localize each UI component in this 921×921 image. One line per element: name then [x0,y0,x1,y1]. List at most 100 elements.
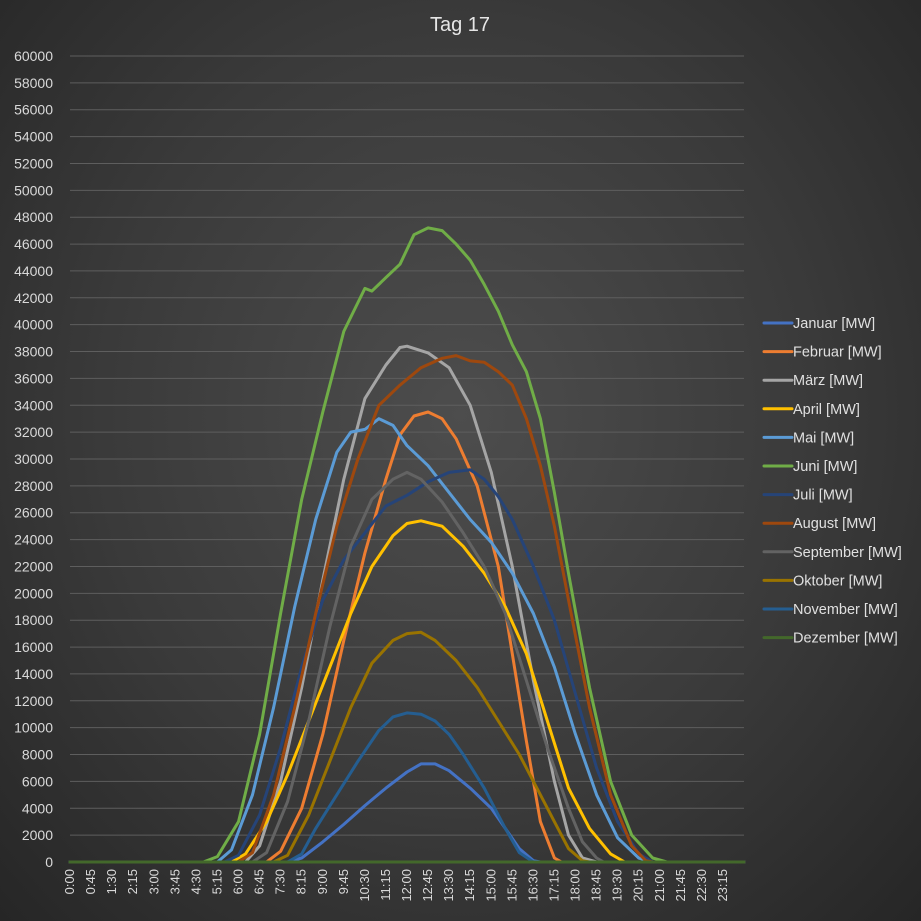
y-tick-label: 20000 [14,585,53,601]
legend-item: Juni [MW] [762,459,857,475]
legend-label: Februar [MW] [793,345,882,361]
legend-item: Februar [MW] [762,345,882,361]
x-tick-label: 6:45 [252,869,267,894]
x-tick-label: 1:30 [104,869,119,894]
y-tick-label: 58000 [14,75,53,91]
legend-label: November [MW] [793,602,898,618]
x-tick-label: 6:00 [231,869,246,894]
x-tick-label: 2:15 [125,869,140,894]
x-tick-label: 0:45 [83,869,98,894]
y-tick-label: 18000 [14,612,53,628]
y-tick-label: 14000 [14,666,53,682]
y-axis: 0 2000 4000 6000 8000 10000 12000 14000 16000 180… [14,48,53,870]
x-tick-label: 18:45 [589,869,604,902]
series-line-10 [68,630,746,864]
y-tick-label: 52000 [14,155,53,171]
series-line-7 [68,468,746,864]
y-tick-label: 22000 [14,558,53,574]
y-tick-label: 32000 [14,424,53,440]
y-tick-label: 54000 [14,129,53,145]
legend-label: September [MW] [793,545,902,561]
legend-item: November [MW] [762,602,898,618]
y-tick-label: 8000 [22,747,53,763]
x-tick-label: 21:45 [673,869,688,902]
x-tick-label: 22:30 [694,869,709,902]
x-tick-label: 17:15 [546,869,561,902]
y-tick-label: 28000 [14,478,53,494]
legend-item: August [MW] [762,516,876,532]
x-tick-label: 15:00 [483,869,498,902]
y-tick-label: 46000 [14,236,53,252]
legend-item: Januar [MW] [762,316,875,332]
x-tick-label: 20:15 [631,869,646,902]
x-tick-label: 23:15 [715,869,730,902]
x-tick-label: 14:15 [462,869,477,902]
legend: Januar [MW] Februar [MW] März [MW] April [M… [762,316,902,647]
series-line-11 [68,711,746,864]
y-tick-label: 10000 [14,720,53,736]
x-tick-label: 11:15 [378,869,393,901]
series-line-6 [68,226,746,864]
y-tick-label: 42000 [14,290,53,306]
y-tick-label: 50000 [14,182,53,198]
legend-label: Juli [MW] [793,488,853,504]
y-tick-label: 40000 [14,317,53,333]
series-line-3 [68,344,746,864]
x-tick-label: 12:00 [399,869,414,902]
legend-label: Dezember [MW] [793,631,898,647]
y-tick-label: 6000 [22,773,53,789]
y-tick-label: 16000 [14,639,53,655]
x-tick-label: 15:45 [504,869,519,902]
legend-item: September [MW] [762,545,902,561]
y-tick-label: 0 [45,854,53,870]
legend-label: Januar [MW] [793,316,875,332]
y-tick-label: 38000 [14,344,53,360]
legend-item: März [MW] [762,373,863,389]
y-tick-label: 26000 [14,505,53,521]
legend-label: April [MW] [793,402,860,418]
x-tick-label: 7:30 [273,869,288,894]
legend-item: April [MW] [762,402,860,418]
legend-label: August [MW] [793,516,876,532]
x-tick-label: 21:00 [652,869,667,902]
x-tick-label: 13:30 [441,869,456,902]
x-tick-label: 10:30 [357,869,372,902]
y-tick-label: 12000 [14,693,53,709]
x-tick-label: 3:00 [146,869,161,894]
y-tick-label: 60000 [14,48,53,64]
x-tick-label: 4:30 [188,869,203,894]
y-tick-label: 24000 [14,532,53,548]
legend-label: März [MW] [793,373,863,389]
y-tick-label: 34000 [14,397,53,413]
x-tick-label: 9:00 [315,869,330,894]
x-tick-label: 5:15 [209,869,224,894]
x-tick-label: 19:30 [610,869,625,902]
x-tick-label: 0:00 [62,869,77,894]
x-tick-label: 9:45 [336,869,351,894]
x-tick-label: 8:15 [294,869,309,894]
series-line-4 [68,519,746,864]
series-line-2 [68,410,746,864]
grid-layer [70,55,744,863]
x-tick-label: 18:00 [568,869,583,902]
series-line-9 [68,470,746,864]
y-tick-label: 2000 [22,827,53,843]
legend-item: Juli [MW] [762,488,853,504]
x-axis: 0:00 0:45 1:30 2:15 3:00 3:45 4:30 5:15 6:00 6:45… [62,869,730,902]
series-line-5 [68,417,746,864]
legend-item: Mai [MW] [762,430,854,446]
y-tick-label: 30000 [14,451,53,467]
y-tick-label: 44000 [14,263,53,279]
y-tick-label: 4000 [22,800,53,816]
legend-label: Mai [MW] [793,430,854,446]
legend-label: Juni [MW] [793,459,857,475]
legend-item: Oktober [MW] [762,573,882,589]
series-line-8 [68,354,746,864]
y-tick-label: 56000 [14,102,53,118]
x-tick-label: 12:45 [420,869,435,902]
legend-item: Dezember [MW] [762,631,898,647]
x-tick-label: 3:45 [167,869,182,894]
chart-title: Tag 17 [430,14,490,36]
